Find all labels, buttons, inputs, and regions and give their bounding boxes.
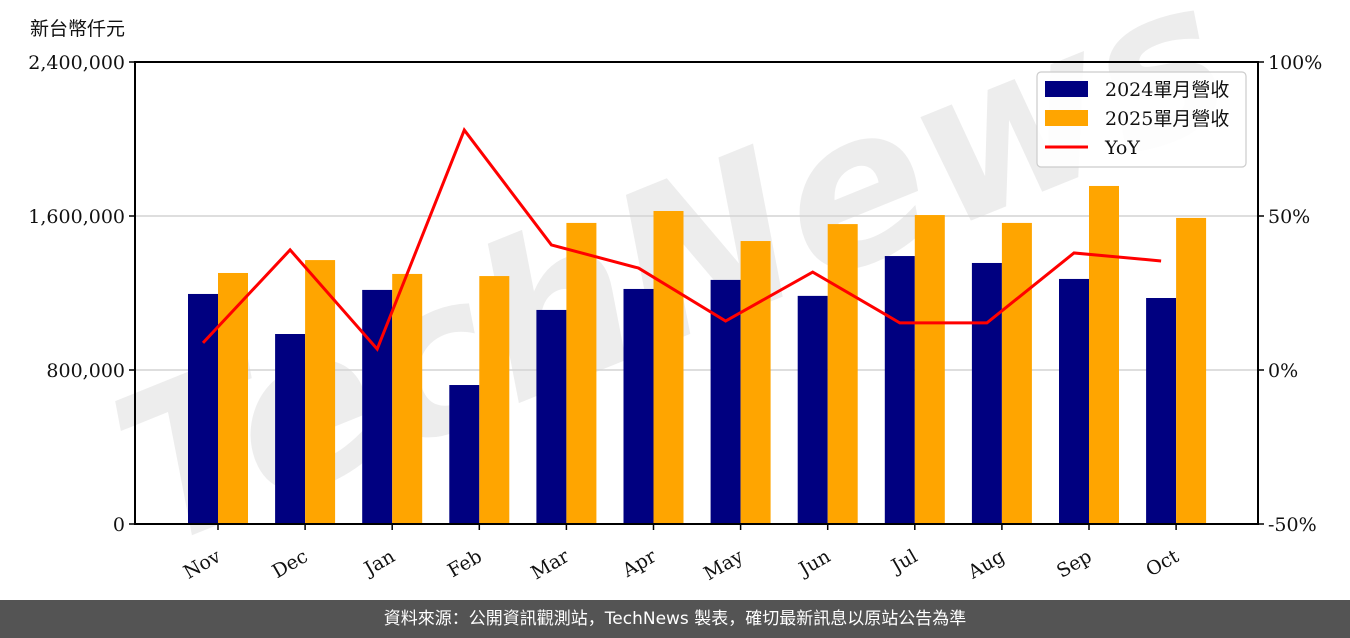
legend-label: 2024單月營收 (1105, 79, 1229, 101)
y2-tick-label: 50% (1268, 206, 1310, 228)
bar-2025-mar (566, 222, 597, 524)
x-tick-label: Oct (1142, 545, 1183, 581)
x-tick-label: Jan (359, 545, 399, 581)
y2-tick-label: 100% (1268, 52, 1322, 74)
bar-2024-jan (362, 289, 393, 524)
bar-2024-nov (188, 293, 218, 524)
bar-2024-dec (275, 334, 306, 524)
y-axis-unit-label: 新台幣仟元 (30, 18, 126, 40)
plot-frame (134, 61, 1259, 525)
yoy-line (201, 127, 1162, 352)
bar-2024-oct (1146, 298, 1177, 524)
bar-2025-dec (305, 260, 336, 524)
y2-tick-label: 0% (1268, 360, 1298, 382)
bar-series (188, 185, 1207, 525)
source-footer: 資料來源：公開資訊觀測站，TechNews 製表，確切最新訊息以原站公告為準 (0, 600, 1350, 638)
bar-2025-oct (1176, 217, 1207, 525)
bar-2025-jun (827, 224, 858, 524)
x-tick-label: Feb (444, 545, 486, 582)
bar-2025-jul (914, 215, 945, 524)
bar-2024-sep (1059, 278, 1089, 524)
bar-2024-mar (536, 309, 567, 524)
x-tick-label: Apr (618, 545, 661, 582)
x-tick-label: May (700, 545, 747, 585)
x-tick-label: Mar (527, 545, 573, 584)
bar-2025-apr (653, 210, 684, 524)
bar-2024-aug (971, 262, 1002, 524)
bar-2024-apr (623, 288, 654, 524)
bar-2024-jun (797, 295, 828, 524)
bar-2025-aug (1001, 222, 1032, 524)
x-tick-label: Sep (1053, 545, 1096, 582)
y-tick-label: 1,600,000 (28, 206, 125, 228)
legend-swatch (1045, 81, 1088, 97)
y-tick-label: 800,000 (46, 360, 125, 382)
bar-2025-feb (479, 276, 510, 524)
bar-2025-sep (1089, 185, 1119, 524)
yoy-line-series (201, 127, 1162, 352)
legend: 2024單月營收 2025單月營收 YoY (1036, 71, 1247, 168)
bar-2025-nov (218, 272, 248, 524)
legend-box (1036, 71, 1247, 168)
legend-label: YoY (1104, 137, 1140, 159)
y-tick-label: 2,400,000 (28, 52, 125, 74)
x-tick-label: Aug (964, 545, 1009, 584)
legend-swatch (1045, 110, 1088, 126)
legend-label: 2025單月營收 (1105, 108, 1229, 130)
revenue-chart: TechNews 0800,0001,600,0002,400,000-50%0… (28, 0, 1322, 595)
y2-tick-label: -50% (1268, 514, 1317, 536)
x-tick-label: Jun (794, 545, 835, 581)
x-tick-label: Jul (886, 545, 921, 578)
bar-2025-may (740, 241, 771, 524)
bar-2024-feb (449, 385, 480, 524)
bar-2024-jul (884, 256, 915, 524)
y-tick-label: 0 (113, 514, 125, 536)
bar-2025-jan (392, 273, 423, 524)
